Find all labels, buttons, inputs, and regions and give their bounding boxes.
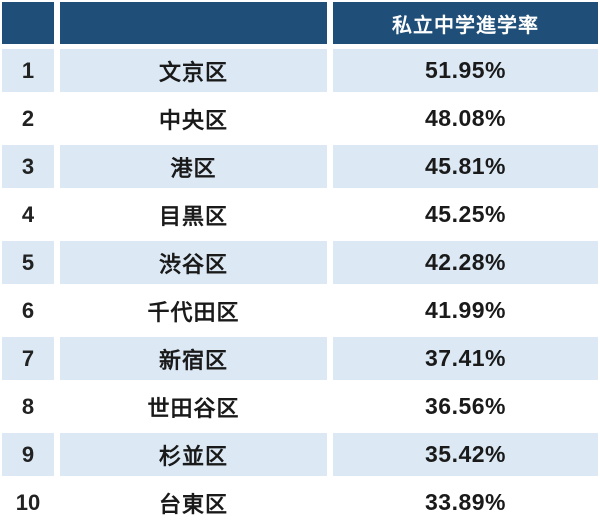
row-value-cell: 33.89% bbox=[333, 481, 598, 524]
row-value-cell-label: 35.42% bbox=[424, 441, 506, 467]
row-rank-cell: 3 bbox=[2, 145, 54, 188]
row-value-cell: 45.25% bbox=[333, 193, 598, 236]
row-value-cell-label: 51.95% bbox=[424, 57, 506, 83]
row-ward-cell: 港区 bbox=[60, 145, 327, 188]
row-ward-cell: 文京区 bbox=[60, 49, 327, 92]
row-rank-cell-label: 4 bbox=[21, 201, 35, 227]
row-rank-cell: 9 bbox=[2, 433, 54, 476]
row-value-cell-label: 45.81% bbox=[424, 153, 506, 179]
row-ward-cell-label: 杉並区 bbox=[158, 443, 228, 469]
row-rank-cell-label: 2 bbox=[21, 105, 35, 131]
row-value-cell: 42.28% bbox=[333, 241, 598, 284]
row-ward-cell: 世田谷区 bbox=[60, 385, 327, 428]
row-ward-cell: 中央区 bbox=[60, 97, 327, 140]
row-value-cell-label: 41.99% bbox=[424, 297, 506, 323]
header-value-label: 私立中学進学率 bbox=[392, 14, 539, 37]
row-rank-cell: 4 bbox=[2, 193, 54, 236]
row-rank-cell-label: 8 bbox=[21, 393, 35, 419]
row-value-cell: 35.42% bbox=[333, 433, 598, 476]
row-value-cell: 41.99% bbox=[333, 289, 598, 332]
row-ward-cell-label: 目黒区 bbox=[158, 203, 228, 229]
row-rank-cell: 7 bbox=[2, 337, 54, 380]
row-ward-cell-label: 中央区 bbox=[158, 107, 228, 133]
row-ward-cell: 千代田区 bbox=[60, 289, 327, 332]
row-rank-cell: 6 bbox=[2, 289, 54, 332]
row-rank-cell-label: 10 bbox=[15, 489, 41, 515]
row-ward-cell: 目黒区 bbox=[60, 193, 327, 236]
row-rank-cell: 1 bbox=[2, 49, 54, 92]
row-rank-cell: 8 bbox=[2, 385, 54, 428]
row-value-cell-label: 37.41% bbox=[424, 345, 506, 371]
row-value-cell-label: 36.56% bbox=[424, 393, 506, 419]
row-ward-cell: 台東区 bbox=[60, 481, 327, 524]
header-value-cell: 私立中学進学率 bbox=[333, 2, 598, 44]
row-value-cell: 48.08% bbox=[333, 97, 598, 140]
row-rank-cell-label: 7 bbox=[21, 345, 35, 371]
row-ward-cell-label: 新宿区 bbox=[158, 347, 228, 373]
header-ward-cell bbox=[60, 2, 327, 44]
row-value-cell: 36.56% bbox=[333, 385, 598, 428]
row-rank-cell-label: 3 bbox=[21, 153, 35, 179]
row-rank-cell: 5 bbox=[2, 241, 54, 284]
row-value-cell-label: 48.08% bbox=[424, 105, 506, 131]
row-rank-cell: 10 bbox=[2, 481, 54, 524]
row-ward-cell: 渋谷区 bbox=[60, 241, 327, 284]
row-rank-cell-label: 6 bbox=[21, 297, 35, 323]
row-ward-cell-label: 台東区 bbox=[158, 491, 228, 517]
row-value-cell: 37.41% bbox=[333, 337, 598, 380]
row-value-cell-label: 45.25% bbox=[424, 201, 506, 227]
row-value-cell: 51.95% bbox=[333, 49, 598, 92]
row-ward-cell-label: 渋谷区 bbox=[158, 251, 228, 277]
row-ward-cell-label: 世田谷区 bbox=[147, 395, 240, 421]
row-rank-cell-label: 9 bbox=[21, 441, 35, 467]
row-ward-cell: 杉並区 bbox=[60, 433, 327, 476]
row-value-cell-label: 33.89% bbox=[424, 489, 506, 515]
row-ward-cell: 新宿区 bbox=[60, 337, 327, 380]
row-ward-cell-label: 港区 bbox=[170, 155, 217, 181]
row-value-cell: 45.81% bbox=[333, 145, 598, 188]
row-rank-cell-label: 5 bbox=[21, 249, 35, 275]
row-value-cell-label: 42.28% bbox=[424, 249, 506, 275]
row-rank-cell: 2 bbox=[2, 97, 54, 140]
header-rank-cell bbox=[2, 2, 54, 44]
row-rank-cell-label: 1 bbox=[21, 57, 35, 83]
row-ward-cell-label: 千代田区 bbox=[147, 299, 240, 325]
row-ward-cell-label: 文京区 bbox=[158, 59, 228, 85]
